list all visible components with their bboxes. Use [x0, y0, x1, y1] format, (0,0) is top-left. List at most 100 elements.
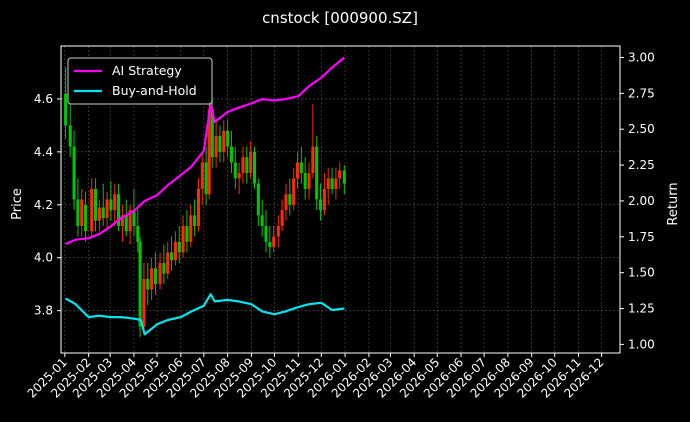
y-right-tick-label: 1.25 [628, 302, 655, 316]
candle-body [105, 199, 109, 219]
legend-label: AI Strategy [112, 63, 182, 78]
y-left-tick-label: 3.8 [34, 304, 53, 318]
candle-body [338, 170, 342, 179]
candle-body [222, 130, 226, 152]
candle-body [252, 151, 257, 184]
legend: AI Strategy Buy-and-Hold [67, 57, 213, 105]
buy-and-hold-line [65, 293, 345, 336]
candle-body [276, 225, 280, 237]
candle-body [307, 173, 311, 189]
candle-body [241, 157, 245, 174]
candle-body [109, 199, 113, 211]
candle-body [166, 252, 170, 274]
candle-body [226, 130, 230, 147]
candle-body [189, 215, 193, 242]
candle-body [237, 173, 241, 179]
candle-body [233, 162, 237, 179]
candle-body [162, 263, 166, 274]
candle-body [158, 263, 162, 285]
return-lines [65, 56, 345, 336]
candle-body [295, 162, 300, 179]
candle-body [315, 146, 319, 200]
candle-body [76, 199, 80, 226]
candle-body [120, 215, 124, 226]
candle-body [280, 210, 284, 226]
y-right-tick-label: 3.00 [628, 50, 655, 64]
legend-label: Buy-and-Hold [112, 83, 197, 98]
plot-frame [60, 45, 621, 354]
candle-body [193, 215, 197, 226]
candle-body [68, 125, 72, 147]
candle-body [319, 199, 323, 211]
candle-body [113, 194, 117, 211]
candle-body [84, 204, 88, 232]
y-left-tick-label: 4.0 [34, 251, 53, 265]
candle-body [80, 199, 84, 226]
candlesticks [64, 67, 346, 338]
candle-body [204, 162, 208, 195]
candle-body [260, 215, 264, 226]
candle-body [264, 225, 268, 242]
legend-box [67, 57, 213, 105]
y-right-tick-label: 2.75 [628, 86, 655, 100]
candle-body [292, 178, 296, 205]
y-axis-right-label: Return [666, 182, 681, 225]
candle-body [150, 268, 154, 290]
candle-body [146, 278, 150, 290]
candle-body [330, 178, 334, 189]
candle-body [153, 268, 157, 285]
y-right-tick-label: 2.50 [628, 122, 655, 136]
candle-body [117, 194, 121, 226]
candle-body [256, 183, 260, 216]
candle-body [94, 188, 98, 221]
y-left-tick-label: 4.4 [34, 145, 53, 159]
candle-body [311, 146, 315, 174]
candle-body [334, 178, 338, 189]
candle-body [138, 241, 142, 327]
candle-body [303, 173, 307, 189]
ai-strategy-line [65, 56, 345, 246]
y-right-tick-label: 1.75 [628, 230, 655, 244]
candle-body [142, 278, 146, 327]
candle-body [249, 151, 253, 174]
candle-body [128, 210, 132, 232]
candle-body [196, 188, 200, 226]
candle-body [214, 135, 218, 158]
candle-body [90, 188, 94, 232]
candle-body [181, 225, 185, 253]
candle-body [218, 135, 222, 152]
candle-body [72, 146, 76, 200]
candle-body [288, 194, 292, 205]
candle-body [299, 162, 303, 174]
candle-body [173, 241, 177, 261]
candle-body [210, 109, 214, 158]
candle-body [177, 241, 181, 253]
candle-body [101, 207, 105, 219]
candle-body [170, 252, 174, 261]
y-right-tick-label: 1.00 [628, 337, 655, 351]
candle-body [97, 207, 101, 221]
y-axis-left-label: Price [10, 188, 25, 220]
candle-body [326, 178, 330, 189]
candle-body [207, 109, 211, 195]
candle-body [136, 225, 140, 242]
y-left-tick-label: 4.6 [34, 92, 53, 106]
candle-body [124, 215, 128, 232]
candle-body [185, 225, 189, 242]
candle-body [268, 241, 272, 248]
candle-body [322, 188, 326, 211]
candle-body [245, 157, 249, 174]
candle-body [342, 170, 346, 184]
chart-title: cnstock [000900.SZ] [262, 9, 418, 27]
y-right-tick-label: 2.25 [628, 158, 655, 172]
candle-body [284, 194, 288, 211]
candle-body [64, 93, 68, 126]
candle-body [272, 236, 276, 248]
y-right-tick-label: 2.00 [628, 194, 655, 208]
y-left-tick-label: 4.2 [34, 198, 53, 212]
y-right-tick-label: 1.50 [628, 266, 655, 280]
candle-body [229, 146, 233, 163]
candle-body [132, 210, 136, 226]
candle-body [200, 162, 204, 189]
